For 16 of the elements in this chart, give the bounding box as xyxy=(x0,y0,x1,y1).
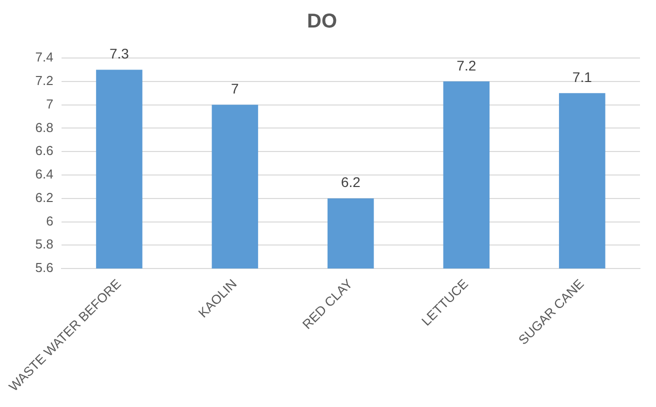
data-label: 7.3 xyxy=(109,46,130,62)
y-tick-label: 5.6 xyxy=(35,260,54,276)
y-tick-label: 6.2 xyxy=(35,190,54,205)
y-tick-label: 7.4 xyxy=(35,50,54,65)
y-tick-label: 6.4 xyxy=(35,166,54,182)
data-label: 6.2 xyxy=(340,174,361,190)
y-tick-label: 5.8 xyxy=(35,236,54,252)
y-tick-label: 7.2 xyxy=(35,72,54,88)
y-tick-label: 6.6 xyxy=(35,143,54,158)
y-tick-label: 6.8 xyxy=(35,120,54,135)
y-tick-label: 7 xyxy=(46,96,54,112)
data-label: 7.1 xyxy=(572,68,592,85)
chart-title: DO xyxy=(307,10,337,33)
data-label: 7.2 xyxy=(456,57,476,74)
data-label: 7 xyxy=(231,80,240,97)
y-tick-label: 6 xyxy=(46,213,54,228)
